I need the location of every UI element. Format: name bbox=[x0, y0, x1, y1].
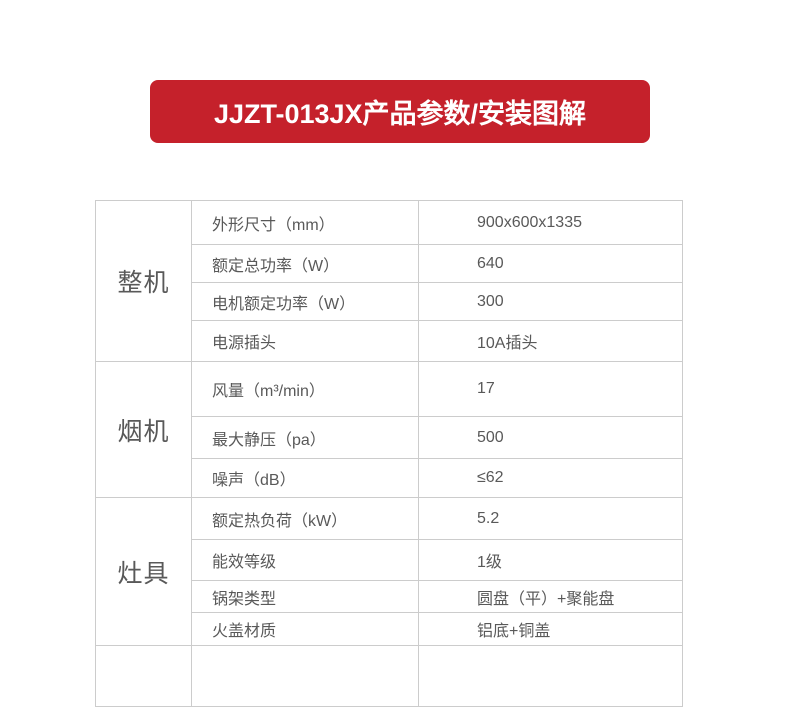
spec-label bbox=[192, 646, 419, 706]
spec-label: 电机额定功率（W） bbox=[192, 283, 419, 320]
spec-label: 外形尺寸（mm） bbox=[192, 201, 419, 244]
spec-label: 最大静压（pa） bbox=[192, 417, 419, 458]
spec-label: 锅架类型 bbox=[192, 581, 419, 612]
spec-value: 640 bbox=[477, 254, 504, 272]
group-label: 整机 bbox=[96, 201, 192, 361]
table-row: 噪声（dB） ≤62 bbox=[192, 459, 682, 497]
table-row: 额定热负荷（kW） 5.2 bbox=[192, 498, 682, 540]
spec-label: 额定热负荷（kW） bbox=[192, 498, 419, 539]
table-row bbox=[192, 646, 682, 706]
section-title: JJZT-013JX产品参数/安装图解 bbox=[213, 99, 587, 129]
spec-value: 900x600x1335 bbox=[477, 213, 582, 231]
group-rows: 风量（m³/min） 17 最大静压（pa） 500 噪声（dB） ≤62 bbox=[192, 362, 682, 497]
table-row: 电源插头 10A插头 bbox=[192, 321, 682, 361]
group-rows: 额定热负荷（kW） 5.2 能效等级 1级 锅架类型 圆盘（平）+聚能盘 火盖材… bbox=[192, 498, 682, 645]
spec-value: 圆盘（平）+聚能盘 bbox=[477, 590, 615, 608]
group-rows: 外形尺寸（mm） 900x600x1335 额定总功率（W） 640 电机额定功… bbox=[192, 201, 682, 361]
group-label: 烟机 bbox=[96, 362, 192, 497]
spec-value: 1级 bbox=[477, 554, 502, 571]
spec-label: 额定总功率（W） bbox=[192, 245, 419, 282]
spec-group-range-hood: 烟机 风量（m³/min） 17 最大静压（pa） 500 噪声（dB） ≤62 bbox=[96, 362, 682, 498]
table-row: 额定总功率（W） 640 bbox=[192, 245, 682, 283]
spec-value: ≤62 bbox=[477, 469, 504, 486]
spec-label: 电源插头 bbox=[192, 321, 419, 361]
table-row: 电机额定功率（W） 300 bbox=[192, 283, 682, 321]
spec-value: 500 bbox=[477, 428, 504, 446]
spec-group-truncated bbox=[96, 646, 682, 707]
group-rows bbox=[192, 646, 682, 706]
spec-label: 风量（m³/min） bbox=[192, 362, 419, 416]
spec-value: 铝底+铜盖 bbox=[477, 623, 551, 640]
table-row: 锅架类型 圆盘（平）+聚能盘 bbox=[192, 581, 682, 613]
spec-group-stove: 灶具 额定热负荷（kW） 5.2 能效等级 1级 锅架类型 圆盘（平）+聚能盘 … bbox=[96, 498, 682, 646]
table-row: 外形尺寸（mm） 900x600x1335 bbox=[192, 201, 682, 245]
spec-value: 300 bbox=[477, 292, 504, 310]
table-row: 风量（m³/min） 17 bbox=[192, 362, 682, 417]
table-row: 最大静压（pa） 500 bbox=[192, 417, 682, 459]
spec-table: 整机 外形尺寸（mm） 900x600x1335 额定总功率（W） 640 电机… bbox=[95, 200, 683, 707]
spec-label: 火盖材质 bbox=[192, 613, 419, 645]
spec-value: 10A插头 bbox=[477, 335, 538, 352]
spec-value bbox=[419, 646, 682, 706]
spec-label: 能效等级 bbox=[192, 540, 419, 580]
spec-value: 17 bbox=[477, 380, 495, 397]
spec-label: 噪声（dB） bbox=[192, 459, 419, 497]
spec-group-whole-machine: 整机 外形尺寸（mm） 900x600x1335 额定总功率（W） 640 电机… bbox=[96, 201, 682, 362]
table-row: 能效等级 1级 bbox=[192, 540, 682, 581]
table-row: 火盖材质 铝底+铜盖 bbox=[192, 613, 682, 645]
spec-value: 5.2 bbox=[477, 509, 500, 527]
group-label bbox=[96, 646, 192, 706]
section-title-banner: JJZT-013JX产品参数/安装图解 bbox=[150, 80, 650, 143]
group-label: 灶具 bbox=[96, 498, 192, 645]
